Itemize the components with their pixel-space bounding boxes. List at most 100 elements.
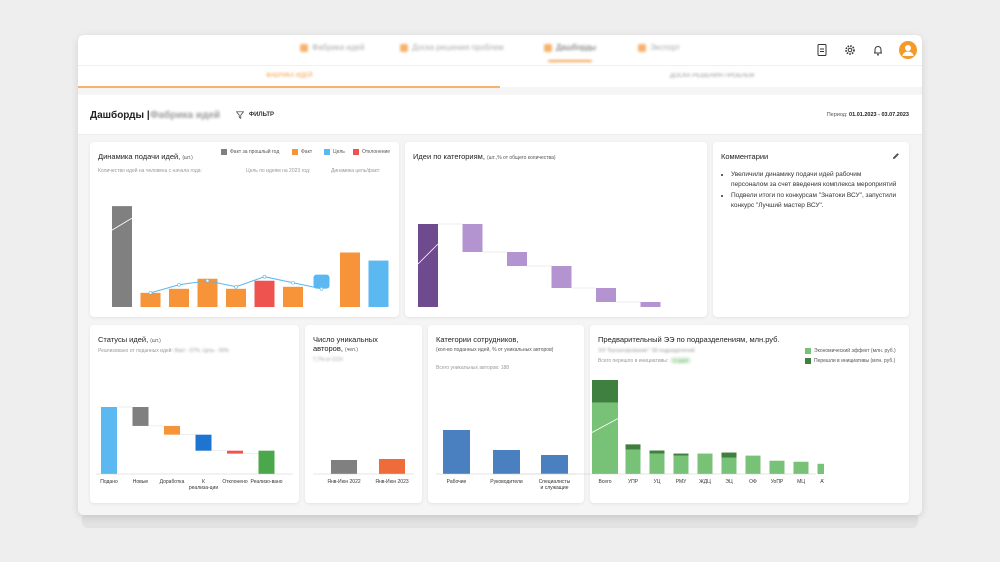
lightbulb-icon xyxy=(300,43,308,52)
legend-last-year: Факт за прошлый год xyxy=(221,149,279,155)
bar xyxy=(507,252,527,266)
page-subtitle: Фабрика идей xyxy=(150,110,221,121)
subtab-problem-board[interactable]: ДОСКА РЕШЕНИЯ ПРОБЛЕМ xyxy=(670,73,755,79)
comment-item: Увеличили динамику подачи идей рабочим п… xyxy=(731,170,897,190)
x-tick-label: ОФ xyxy=(749,479,757,485)
x-tick-label: Отклонено xyxy=(222,479,247,485)
page-title: Дашборды | xyxy=(90,110,150,121)
x-tick-label: Подано xyxy=(100,479,118,485)
user-avatar[interactable] xyxy=(899,41,917,59)
target-point xyxy=(319,287,324,291)
bar xyxy=(596,288,616,302)
authors-chart: Янв-Июн 2022 Янв-Июн 2023 xyxy=(313,459,414,485)
target-point xyxy=(148,291,153,295)
active-subtab-indicator xyxy=(78,86,500,88)
bar xyxy=(640,302,661,307)
bar xyxy=(195,434,212,451)
nav-tab-problem-board[interactable]: Доска решения проблем xyxy=(400,43,504,52)
sub-nav: ФАБРИКА ИДЕЙ ДОСКА РЕШЕНИЯ ПРОБЛЕМ xyxy=(78,65,922,88)
x-tick-label: РМУ xyxy=(676,479,687,485)
app-window: Фабрика идей Доска решения проблем Дашбо… xyxy=(78,35,922,515)
target-point xyxy=(205,278,210,283)
x-tick-label: Реализо-вано xyxy=(251,479,283,485)
comment-item: Подвели итоги по конкурсам "Знатоки ВСУ"… xyxy=(731,191,897,211)
effect-sub-line2: Всего перешло в инициативы: 6 идей xyxy=(598,357,692,364)
target-point xyxy=(291,280,295,285)
legend-initiatives: Перешли в инициативы (млн. руб.) xyxy=(805,358,895,364)
bar xyxy=(101,407,117,474)
bar xyxy=(541,455,568,474)
target-point xyxy=(177,282,181,287)
bar xyxy=(258,450,275,474)
bell-icon[interactable] xyxy=(871,43,885,57)
categories-card: Идеи по категориям, (шт.,% от общего кол… xyxy=(405,142,707,317)
filter-button[interactable]: ФИЛЬТР xyxy=(236,111,274,119)
legend-deviation: Отклонение xyxy=(353,149,390,155)
user-icon xyxy=(902,45,914,56)
bar-hatch xyxy=(417,243,439,265)
x-tick-label: УЦ xyxy=(654,479,661,485)
bar xyxy=(227,450,243,454)
bar-initiatives xyxy=(721,452,737,458)
x-tick-label: УПР xyxy=(628,479,639,485)
bar xyxy=(418,224,438,307)
bar xyxy=(132,407,149,426)
document-icon[interactable] xyxy=(815,43,829,57)
x-tick-label: Рабочие xyxy=(447,479,467,485)
bar xyxy=(331,460,357,474)
x-tick-label: УоПР xyxy=(771,479,784,485)
statuses-card: Статусы идей, (шт.) Реализовано от подан… xyxy=(90,325,299,503)
bar-economic-effect xyxy=(625,449,641,474)
employees-card: Категории сотрудников, (кол-во поданных и… xyxy=(428,325,584,503)
dynamics-title: Динамика подачи идей, (шт.) xyxy=(98,152,193,161)
bar xyxy=(169,288,189,307)
bar xyxy=(340,252,360,307)
statuses-sub: Реализовано от поданных идей: Факт - 57%… xyxy=(98,348,229,354)
nav-tab-dashboards[interactable]: Дашборды xyxy=(544,43,596,62)
x-tick-label: Специалисты и служащие xyxy=(539,479,571,491)
bar xyxy=(164,425,180,435)
bar xyxy=(254,280,275,307)
x-tick-label: АТП xyxy=(820,479,824,485)
statuses-title: Статусы идей, (шт.) xyxy=(98,335,161,344)
x-tick-label: Доработка xyxy=(160,479,185,485)
bar-initiatives xyxy=(625,444,641,450)
legend-fact: Факт xyxy=(292,149,312,155)
bar xyxy=(283,286,303,307)
effect-card: Предварительный ЭЭ по подразделениям, мл… xyxy=(513,325,909,503)
bar-economic-effect xyxy=(793,461,809,474)
bar xyxy=(443,430,470,474)
edit-icon[interactable] xyxy=(892,152,900,160)
employees-sub: Всего уникальных авторов: 188 xyxy=(436,365,510,371)
comments-title: Комментарии xyxy=(721,152,769,161)
bar-economic-effect xyxy=(745,455,761,474)
bar xyxy=(368,260,389,307)
x-tick-label: Янв-Июн 2023 xyxy=(375,479,409,485)
bar-economic-effect xyxy=(673,455,689,474)
employees-title: Категории сотрудников, (кол-во поданных и… xyxy=(436,335,554,353)
period-range: Период: 01.01.2023 - 03.07.2023 xyxy=(826,112,909,118)
x-tick-label: Всего xyxy=(598,479,611,485)
bar xyxy=(226,288,246,307)
gear-icon[interactable] xyxy=(843,43,857,57)
employees-chart: Рабочие Руководители Специалисты и служащие xyxy=(436,430,576,491)
nav-tab-export[interactable]: Экспорт xyxy=(638,43,680,52)
filter-icon xyxy=(236,111,244,119)
dynamics-chart: 2022ЯнвФевМарАпрМайИюнИюлФакт с нач.года… xyxy=(111,206,389,307)
x-tick-label: Новые xyxy=(133,479,149,485)
legend-target: Цель xyxy=(324,149,345,155)
bar-initiatives xyxy=(673,453,689,456)
bar-initiatives xyxy=(649,450,665,454)
bar xyxy=(197,278,218,307)
x-tick-label: ЖДЦ xyxy=(699,479,711,485)
bar xyxy=(140,292,161,307)
bar-hatch xyxy=(111,217,133,231)
bar xyxy=(462,224,483,252)
top-nav: Фабрика идей Доска решения проблем Дашбо… xyxy=(78,35,922,65)
nav-tab-ideas-factory[interactable]: Фабрика идей xyxy=(300,43,364,52)
dynamics-card: Динамика подачи идей, (шт.) Факт за прош… xyxy=(90,142,399,317)
authors-card: Число уникальных авторов, (чел.) 7,7% от… xyxy=(305,325,422,503)
window-shadow xyxy=(82,512,918,528)
subtab-ideas-factory[interactable]: ФАБРИКА ИДЕЙ xyxy=(266,73,313,79)
